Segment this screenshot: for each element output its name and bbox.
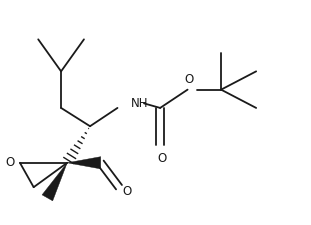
Text: O: O	[157, 152, 166, 165]
Polygon shape	[42, 163, 67, 201]
Polygon shape	[67, 157, 101, 169]
Text: NH: NH	[131, 97, 149, 110]
Text: O: O	[122, 185, 131, 198]
Text: O: O	[184, 73, 194, 86]
Text: O: O	[5, 156, 14, 169]
